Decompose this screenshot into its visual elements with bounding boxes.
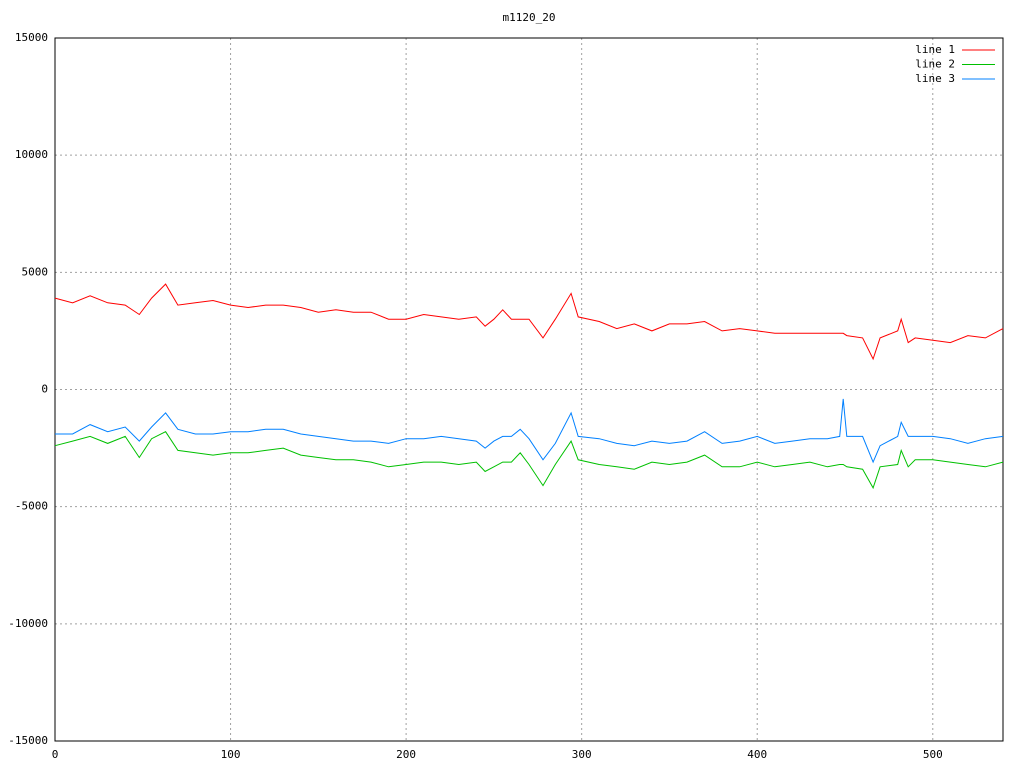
x-tick-label: 400 [747, 748, 767, 761]
x-tick-label: 0 [52, 748, 59, 761]
plot-frame [54, 37, 1004, 742]
data-line [55, 398, 1004, 464]
data-line [54, 431, 1004, 490]
y-tick-label: 10000 [15, 148, 48, 161]
y-tick-label: -5000 [15, 500, 48, 513]
chart-title: m1120_20 [503, 11, 556, 24]
y-tick-label: 5000 [22, 265, 49, 278]
legend-label: line 2 [915, 58, 955, 71]
x-tick-label: 200 [396, 748, 416, 761]
data-line [54, 283, 1004, 361]
y-tick-label: -15000 [8, 734, 48, 747]
y-tick-label: -10000 [8, 617, 48, 630]
x-tick-label: 300 [572, 748, 592, 761]
legend-label: line 1 [915, 43, 955, 56]
y-tick-label: 0 [41, 383, 48, 396]
legend-label: line 3 [915, 72, 955, 85]
y-tick-label: 15000 [15, 31, 48, 44]
x-tick-label: 100 [221, 748, 241, 761]
x-tick-label: 500 [923, 748, 943, 761]
